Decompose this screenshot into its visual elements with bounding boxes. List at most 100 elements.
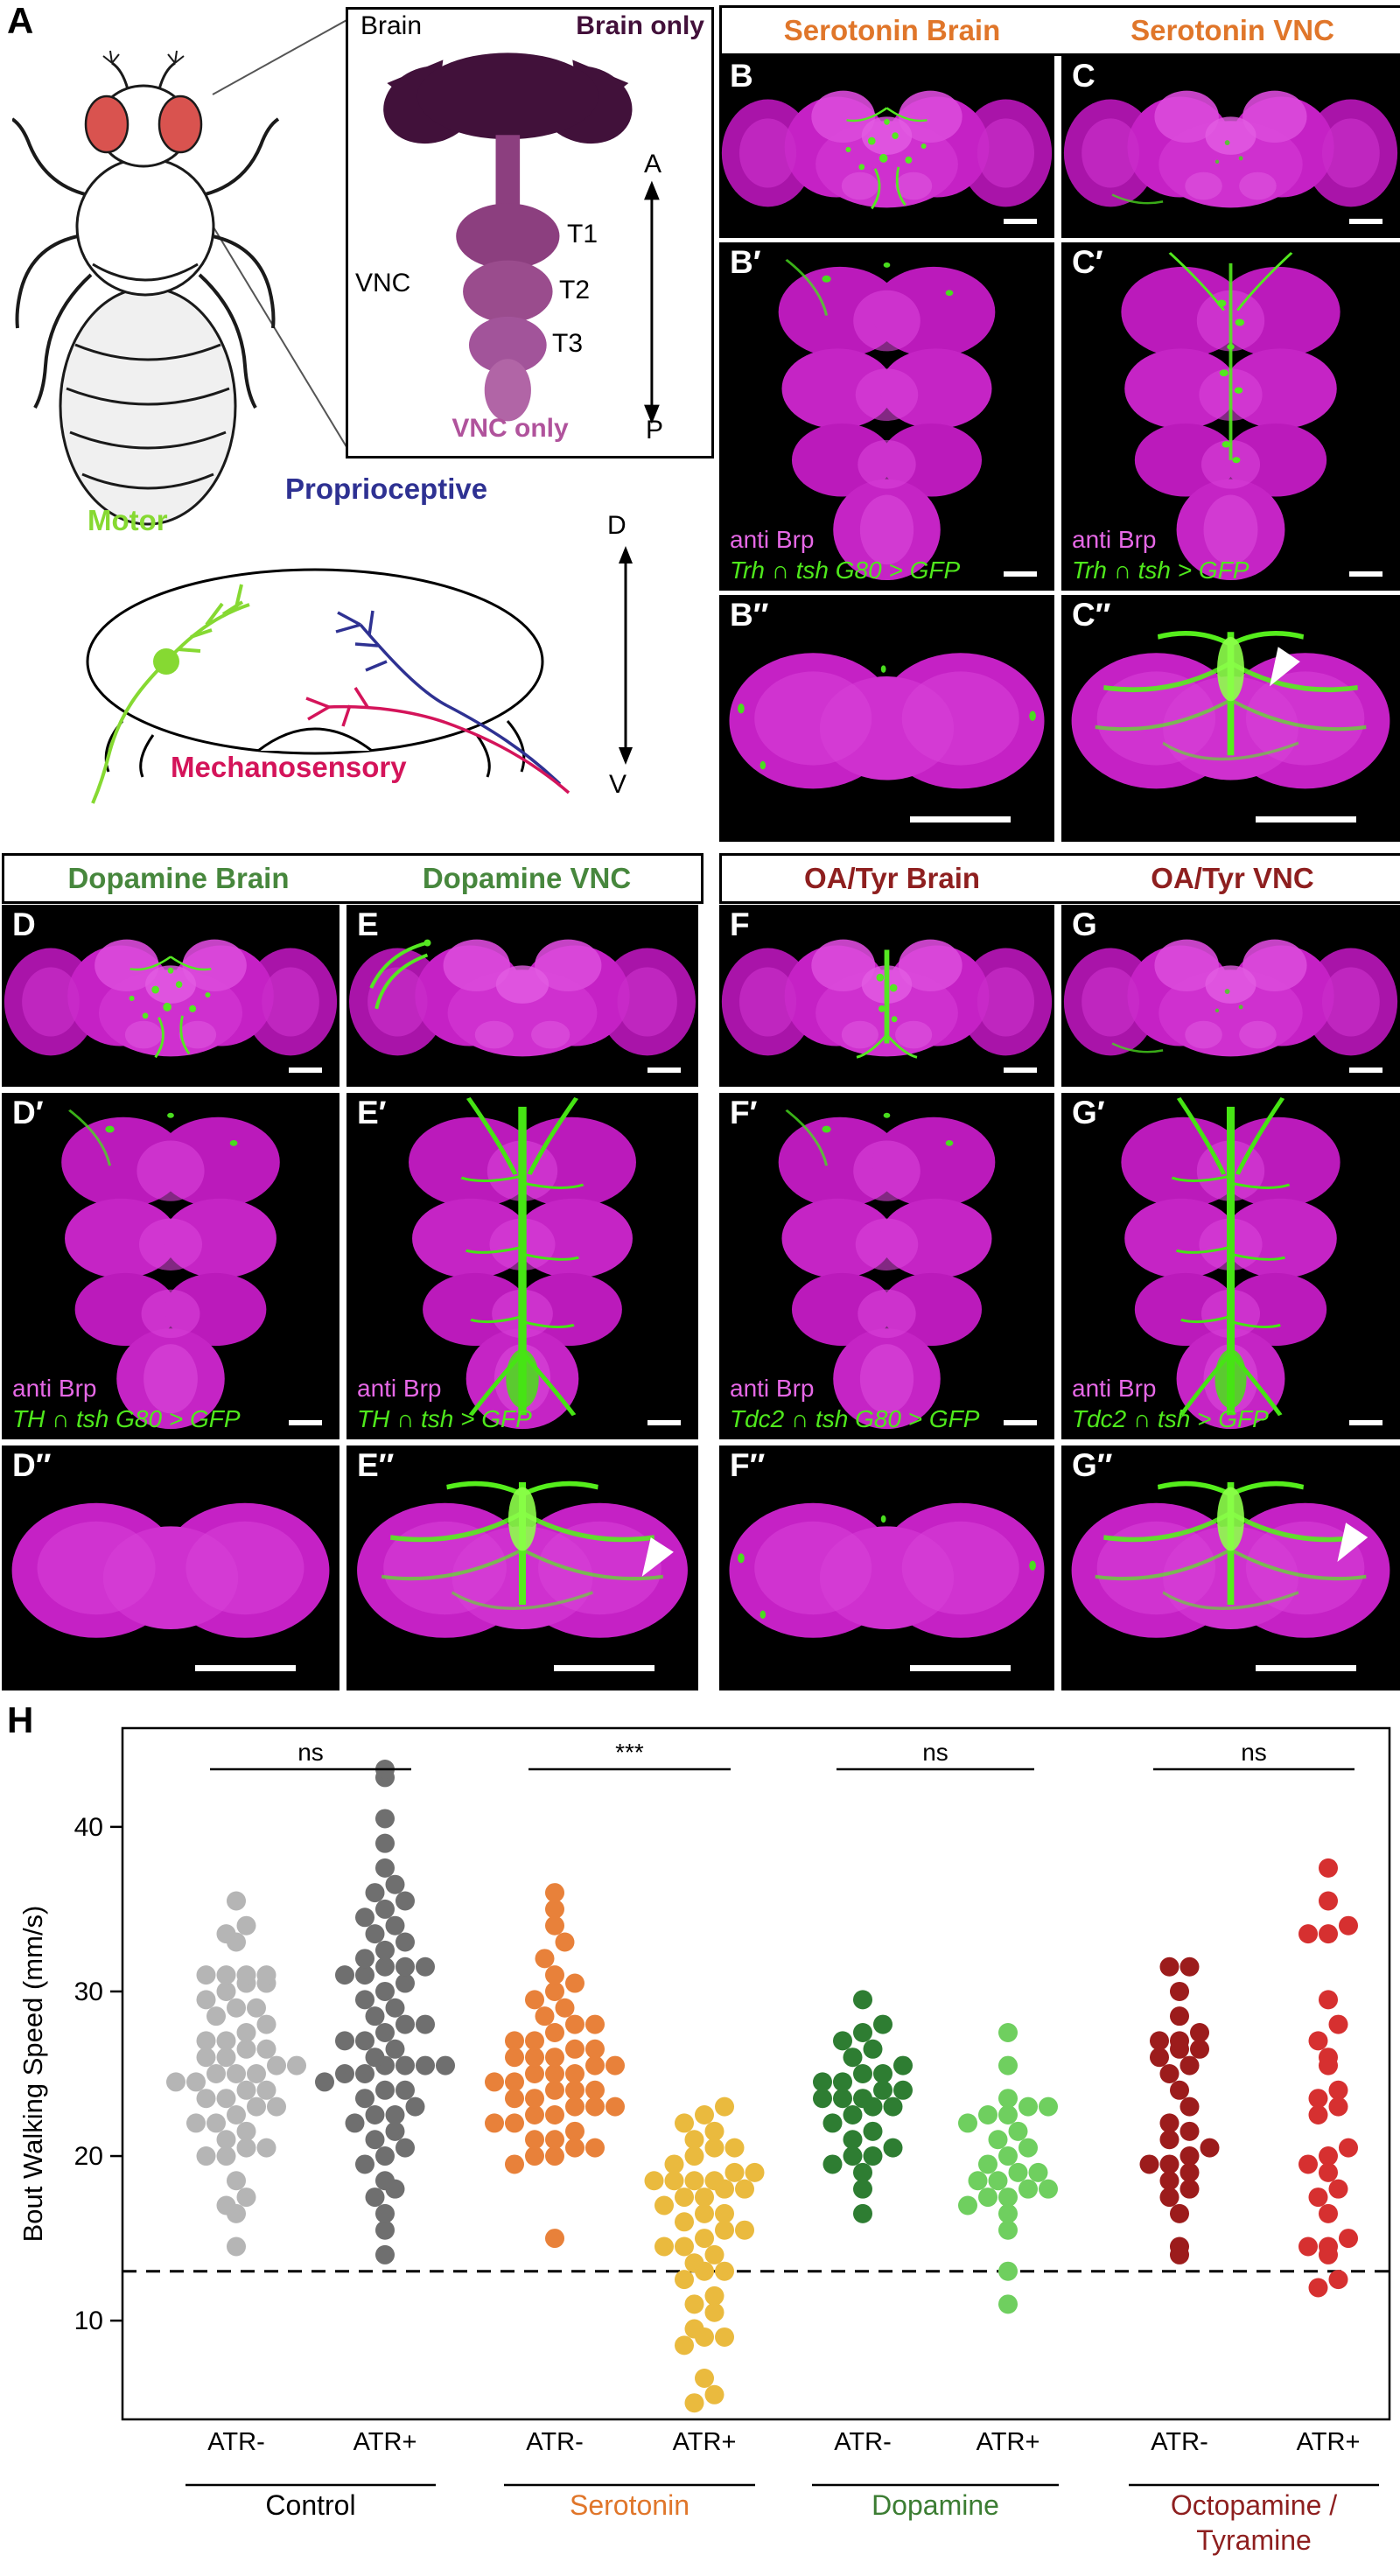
data-point [545, 2048, 564, 2068]
dopamine-vnc-header: Dopamine VNC [422, 862, 632, 894]
scale-bar [910, 1665, 1011, 1671]
data-point [256, 1965, 276, 1985]
t3-label: T3 [552, 329, 584, 358]
data-point [365, 2188, 385, 2208]
data-point [555, 1998, 575, 2018]
data-point [236, 2188, 256, 2208]
data-point [375, 2171, 395, 2191]
genotype-label: Trh ∩ tsh G80 > GFP [730, 556, 961, 584]
panel-letter: F″ [730, 1447, 766, 1483]
data-point [416, 1956, 435, 1977]
data-point [355, 2154, 374, 2174]
group-label: Dopamine [872, 2489, 999, 2521]
serotonin-brain-header: Serotonin Brain [783, 14, 1001, 46]
significance-label: ns [922, 1739, 948, 1766]
micrograph-G-prime: G′ anti Brp Tdc2 ∩ tsh > GFP [1061, 1093, 1400, 1439]
data-point [196, 1965, 216, 1985]
micrograph-E: E [346, 905, 698, 1087]
data-point [1180, 2162, 1200, 2182]
panel-letter: D [12, 906, 36, 942]
data-point [1190, 2039, 1209, 2059]
data-point [375, 1899, 395, 1919]
data-point [227, 2105, 246, 2125]
data-point [843, 2048, 863, 2068]
data-point [256, 2080, 276, 2100]
data-point [545, 2229, 564, 2249]
data-point [684, 2171, 704, 2191]
micrograph-G-doubleprime: G″ [1061, 1446, 1400, 1690]
data-point [355, 1949, 374, 1969]
data-point [695, 2368, 714, 2388]
data-point [236, 2080, 256, 2100]
x-tick-label: ATR- [834, 2428, 892, 2456]
data-point [267, 2055, 286, 2076]
data-point [853, 2064, 872, 2083]
data-point [216, 1965, 236, 1985]
data-point [883, 2096, 903, 2117]
data-point [525, 2031, 544, 2051]
data-point [256, 2014, 276, 2034]
data-point [216, 2146, 236, 2166]
data-point [396, 2055, 415, 2076]
data-point [988, 2171, 1008, 2191]
data-point [695, 2105, 714, 2125]
data-point [1339, 2138, 1358, 2158]
data-point [565, 1973, 584, 1993]
scale-bar [1004, 1420, 1037, 1425]
arrowhead-marker [1270, 647, 1300, 687]
x-tick-label: ATR- [1151, 2428, 1208, 2456]
data-point [1159, 2171, 1180, 2191]
group-label: Serotonin [570, 2489, 690, 2521]
data-point [545, 2146, 564, 2166]
data-point [704, 2286, 724, 2306]
data-point [545, 1899, 564, 1919]
data-point [1039, 2179, 1058, 2199]
data-point [236, 1915, 256, 1936]
data-point [1328, 2270, 1348, 2290]
data-point [375, 2220, 395, 2240]
x-tick-label: ATR- [526, 2428, 584, 2456]
data-point [684, 2146, 704, 2166]
significance-label: ns [1241, 1739, 1267, 1766]
data-point [606, 2096, 625, 2117]
panel-annotations: anti Brp TH ∩ tsh > GFP [357, 1373, 532, 1434]
data-point [1150, 2031, 1169, 2051]
data-point [675, 2236, 694, 2257]
significance-label: ns [298, 1739, 324, 1766]
ventral-axis-label: V [609, 770, 627, 799]
data-point [535, 1949, 555, 1969]
data-point [998, 2089, 1018, 2109]
data-point [704, 2384, 724, 2404]
data-point [1180, 2096, 1200, 2117]
panel-annotations: anti Brp Trh ∩ tsh G80 > GFP [730, 524, 960, 585]
data-point [1308, 2031, 1328, 2051]
panel-letter: C [1072, 58, 1096, 94]
data-point [1319, 2146, 1338, 2166]
data-point [545, 1915, 564, 1936]
data-point [186, 2113, 206, 2133]
data-point [1319, 1858, 1338, 1878]
data-point [704, 2171, 724, 2191]
serotonin-header: Serotonin Brain Serotonin VNC [719, 5, 1400, 56]
data-point [355, 1965, 374, 1985]
data-point [1328, 2014, 1348, 2034]
data-point [525, 2130, 544, 2150]
data-point [436, 2055, 455, 2076]
proprioceptive-label: Proprioceptive [285, 472, 488, 505]
data-point [1159, 2113, 1180, 2133]
data-point [216, 2130, 236, 2150]
data-point [822, 2113, 843, 2133]
data-point [684, 2393, 704, 2413]
data-point [1039, 2096, 1058, 2117]
cross-section-micrograph-art [1061, 595, 1400, 842]
data-point [545, 2130, 564, 2150]
group-label: Tyramine [1196, 2524, 1312, 2556]
data-point [216, 1981, 236, 2001]
data-point [365, 2006, 385, 2026]
mechanosensory-label: Mechanosensory [171, 751, 407, 783]
data-point [1170, 2236, 1189, 2257]
data-point [1028, 2162, 1048, 2182]
data-point [216, 2048, 236, 2068]
panel-letter: B′ [730, 244, 761, 280]
